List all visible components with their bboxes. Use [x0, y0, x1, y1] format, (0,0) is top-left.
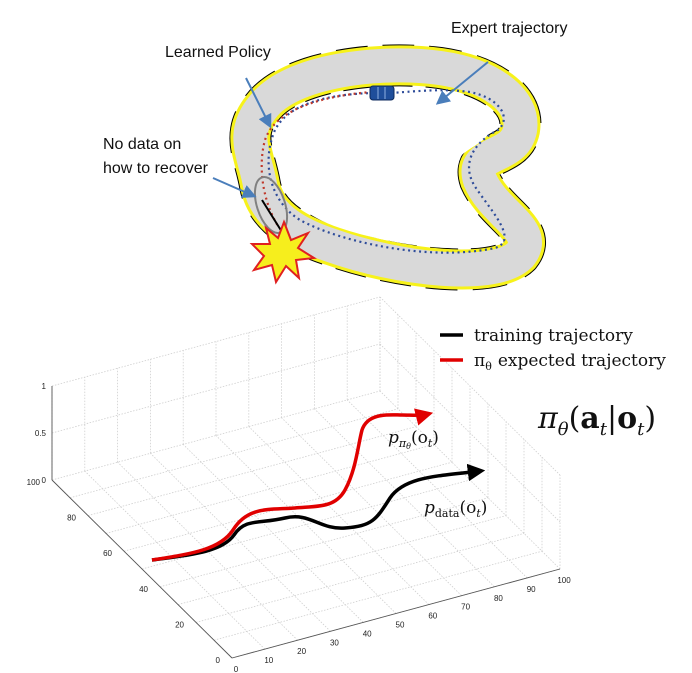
no-data-label-line1: No data on	[103, 136, 182, 153]
expert-arrow	[435, 61, 489, 105]
training-trajectory-line	[151, 463, 486, 562]
x-tick-label: 20	[297, 647, 306, 656]
plot-axes	[51, 386, 561, 659]
x-tick-label: 10	[264, 656, 273, 665]
car-icon	[369, 85, 395, 101]
policy-formula: πθ(at|ot)	[537, 401, 656, 440]
x-tick-label: 80	[494, 594, 503, 603]
track-infield	[280, 89, 491, 249]
y-tick-label: 0	[216, 656, 221, 665]
grid-line	[141, 479, 471, 570]
legend-label-expected: πθ expected trajectory	[474, 351, 666, 373]
x-tick-label: 50	[396, 621, 405, 630]
grid-line	[195, 533, 525, 623]
grid-line	[150, 453, 331, 632]
grid-line	[159, 497, 489, 588]
crash-explosion-icon	[249, 219, 317, 285]
expected-trajectory-line	[151, 408, 434, 562]
grid-line	[87, 426, 417, 516]
grid-line	[105, 444, 435, 534]
learned-policy-arrow	[245, 77, 272, 129]
grid-line	[51, 296, 381, 387]
expert-trajectory-label: Expert trajectory	[451, 20, 568, 37]
x-tick-label: 40	[363, 629, 372, 638]
grid-line	[51, 390, 381, 481]
y-tick-label: 20	[175, 620, 184, 629]
plot-grid	[51, 296, 561, 659]
z-tick-label: 0.5	[35, 429, 47, 438]
y-tick-label: 80	[67, 514, 76, 523]
race-track-road	[233, 48, 542, 287]
legend-label-training: training trajectory	[474, 326, 633, 346]
y-tick-label: 40	[139, 585, 148, 594]
x-tick-label: 30	[330, 638, 339, 647]
plot-legend: training trajectory πθ expected trajector…	[440, 326, 666, 373]
learned-policy-label: Learned Policy	[165, 44, 271, 61]
grid-line	[346, 399, 528, 579]
x-tick-label: 90	[527, 585, 536, 594]
x-tick-label: 70	[461, 603, 470, 612]
z-tick-label: 0	[42, 476, 47, 485]
grid-line	[177, 515, 507, 605]
p-pi-label: pπθ(ot)	[388, 428, 439, 451]
grid-line	[314, 408, 495, 588]
crash-path	[261, 199, 283, 233]
y-tick-label: 100	[27, 478, 41, 487]
grid-line	[215, 435, 397, 614]
x-tick-label: 60	[428, 612, 437, 621]
grid-line	[379, 296, 561, 476]
x-tick-label: 0	[234, 665, 239, 673]
grid-line	[51, 343, 381, 434]
grid-line	[213, 550, 543, 641]
no-data-arrow	[212, 177, 257, 198]
z-tick-label: 1	[42, 382, 47, 391]
y-tick-label: 60	[103, 549, 112, 558]
grid-line	[69, 408, 399, 499]
grid-line	[248, 426, 430, 605]
p-data-label: pdata(ot)	[424, 498, 487, 520]
grid-line	[379, 343, 561, 523]
grid-line	[123, 461, 453, 552]
no-data-label-line2: how to recover	[103, 160, 208, 177]
x-tick-label: 100	[557, 576, 571, 585]
